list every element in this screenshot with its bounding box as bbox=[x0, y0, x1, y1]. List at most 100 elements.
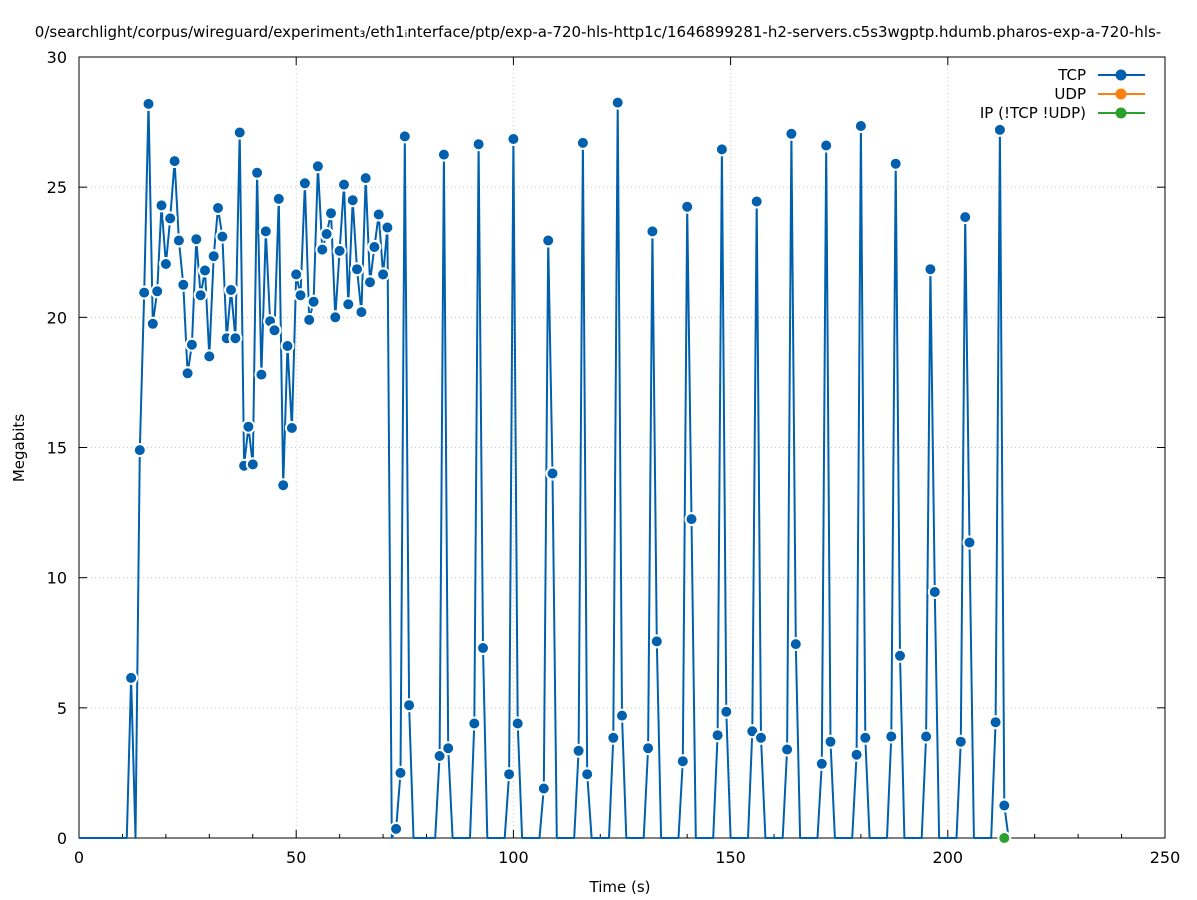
data-point bbox=[541, 233, 556, 248]
data-point bbox=[193, 288, 208, 303]
data-point bbox=[141, 96, 156, 111]
y-axis-label: Megabits bbox=[10, 414, 28, 482]
data-point bbox=[232, 125, 247, 140]
data-point bbox=[393, 765, 408, 780]
data-point bbox=[476, 641, 490, 655]
legend-label: IP (!TCP !UDP) bbox=[980, 104, 1086, 122]
axis-ticks: 0 50 100 150 200 250 0 5 10 15 20 25 30 bbox=[47, 48, 1181, 867]
legend-marker bbox=[1115, 88, 1127, 100]
data-point bbox=[580, 767, 595, 782]
data-point bbox=[310, 159, 325, 174]
y-tick-label: 5 bbox=[57, 699, 67, 718]
legend-marker bbox=[1115, 107, 1127, 119]
data-point bbox=[184, 337, 199, 352]
data-point bbox=[324, 206, 338, 221]
data-point bbox=[749, 194, 764, 209]
data-point bbox=[154, 198, 169, 213]
data-point bbox=[719, 704, 734, 719]
data-point bbox=[228, 331, 243, 346]
data-point bbox=[345, 193, 360, 208]
data-point bbox=[536, 781, 551, 796]
data-point bbox=[267, 323, 282, 338]
data-point bbox=[163, 211, 178, 226]
data-point bbox=[997, 798, 1012, 813]
data-point bbox=[649, 634, 664, 649]
data-point bbox=[432, 749, 447, 763]
series-2 bbox=[997, 831, 1012, 845]
data-point bbox=[171, 233, 186, 248]
data-point bbox=[788, 637, 803, 652]
data-point bbox=[167, 154, 182, 169]
data-point bbox=[293, 288, 308, 303]
y-tick-label: 10 bbox=[47, 569, 67, 588]
data-point bbox=[675, 754, 690, 769]
y-tick-label: 0 bbox=[57, 829, 67, 848]
data-point bbox=[953, 734, 968, 749]
data-point bbox=[276, 478, 291, 493]
data-point bbox=[389, 821, 404, 836]
data-point bbox=[367, 240, 382, 254]
y-tick-label: 20 bbox=[47, 308, 67, 327]
data-point bbox=[819, 138, 834, 153]
data-point bbox=[224, 283, 238, 297]
data-point bbox=[258, 224, 273, 239]
x-tick-label: 0 bbox=[74, 848, 84, 867]
data-point bbox=[337, 177, 351, 192]
data-point bbox=[315, 242, 330, 257]
data-point bbox=[241, 419, 256, 434]
data-point bbox=[306, 294, 321, 309]
data-point bbox=[245, 457, 260, 472]
data-point bbox=[927, 585, 942, 599]
data-point bbox=[397, 129, 412, 144]
data-point bbox=[124, 670, 139, 685]
data-point bbox=[280, 339, 295, 353]
legend-label: TCP bbox=[1057, 66, 1086, 84]
series-0 bbox=[79, 95, 1012, 839]
data-point bbox=[502, 767, 517, 782]
data-point bbox=[888, 156, 903, 171]
data-point bbox=[615, 708, 629, 723]
data-point bbox=[206, 249, 221, 264]
data-point bbox=[510, 716, 525, 731]
data-point bbox=[211, 201, 225, 215]
data-point bbox=[575, 135, 590, 150]
data-point bbox=[571, 743, 586, 758]
data-point bbox=[271, 191, 286, 206]
data-point bbox=[250, 165, 265, 180]
data-point bbox=[289, 267, 304, 282]
data-point bbox=[350, 262, 364, 277]
x-tick-label: 150 bbox=[715, 848, 746, 867]
data-point bbox=[402, 698, 417, 713]
data-point bbox=[332, 243, 347, 258]
x-axis-label: Time (s) bbox=[589, 878, 651, 896]
data-point bbox=[988, 715, 1003, 730]
data-point bbox=[992, 122, 1007, 137]
data-point bbox=[380, 220, 395, 235]
data-point bbox=[180, 366, 195, 381]
data-point bbox=[684, 512, 699, 527]
data-point bbox=[215, 229, 230, 244]
data-point bbox=[893, 648, 907, 663]
data-point bbox=[714, 142, 729, 157]
data-point bbox=[754, 730, 768, 745]
data-point bbox=[158, 257, 173, 271]
data-point bbox=[150, 284, 165, 299]
data-point bbox=[376, 267, 391, 282]
data-point bbox=[254, 367, 269, 382]
data-point bbox=[137, 285, 152, 300]
data-point bbox=[962, 535, 977, 550]
x-tick-label: 100 bbox=[498, 848, 529, 867]
data-point bbox=[297, 176, 312, 191]
data-point bbox=[997, 831, 1012, 845]
data-point bbox=[958, 210, 973, 225]
data-point bbox=[302, 312, 317, 327]
data-point bbox=[853, 119, 868, 133]
legend-label: UDP bbox=[1054, 85, 1086, 103]
data-point bbox=[202, 349, 217, 364]
data-point bbox=[436, 147, 451, 162]
data-point bbox=[189, 232, 204, 247]
y-tick-label: 15 bbox=[47, 439, 67, 458]
data-point bbox=[284, 421, 299, 435]
